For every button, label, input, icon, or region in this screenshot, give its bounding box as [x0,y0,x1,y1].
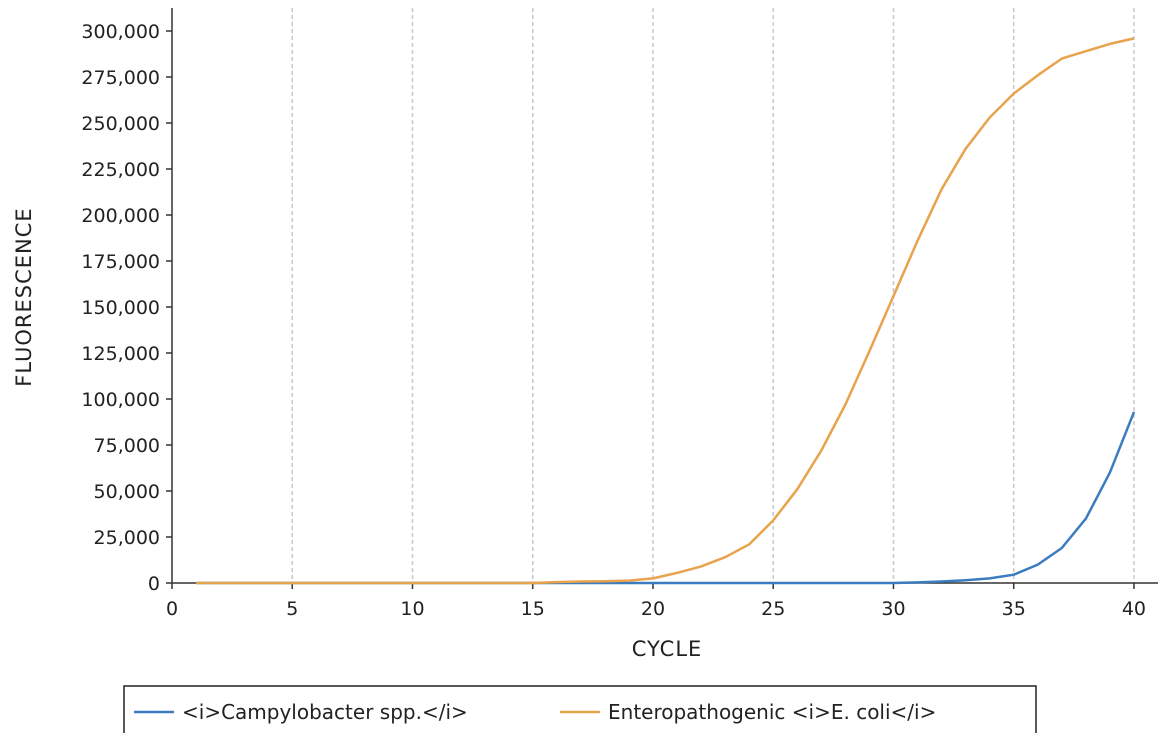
x-ticks: 0 5 10 15 20 25 30 35 40 [166,583,1146,620]
y-tick-label: 50,000 [94,481,160,503]
y-tick-label: 125,000 [81,343,160,365]
y-axis-title: FLUORESCENCE [12,207,36,386]
x-tick-label: 35 [1002,598,1026,620]
y-tick-label: 100,000 [81,389,160,411]
axes [171,8,1158,584]
legend: <i>Campylobacter spp.</i> Enteropathogeni… [123,685,1037,733]
y-tick-label: 175,000 [81,251,160,273]
y-tick-label: 300,000 [81,21,160,43]
x-tick-label: 20 [641,598,665,620]
y-tick-label: 275,000 [81,67,160,89]
y-tick-label: 75,000 [94,435,160,457]
x-tick-label: 40 [1122,598,1146,620]
grid-lines [291,8,1135,583]
x-tick-label: 30 [881,598,905,620]
y-ticks: 0 25,000 50,000 75,000 100,000 125,000 150,000… [81,21,172,595]
y-tick-label: 225,000 [81,159,160,181]
y-tick-label: 0 [148,573,160,595]
series-line-1 [196,411,1136,585]
x-tick-label: 0 [166,598,178,620]
legend-label-2: Enteropathogenic <i>E. coli</i> [608,700,936,724]
x-axis-title: CYCLE [632,637,703,661]
legend-label-1: <i>Campylobacter spp.</i> [182,700,468,724]
x-tick-label: 10 [400,598,424,620]
x-tick-label: 5 [286,598,298,620]
y-tick-label: 250,000 [81,113,160,135]
legend-box [123,685,1037,733]
series-lines [196,37,1136,585]
x-tick-label: 15 [521,598,545,620]
x-tick-label: 25 [761,598,785,620]
series-line-2 [196,37,1135,585]
y-tick-label: 200,000 [81,205,160,227]
y-tick-label: 150,000 [81,297,160,319]
y-tick-label: 25,000 [94,527,160,549]
